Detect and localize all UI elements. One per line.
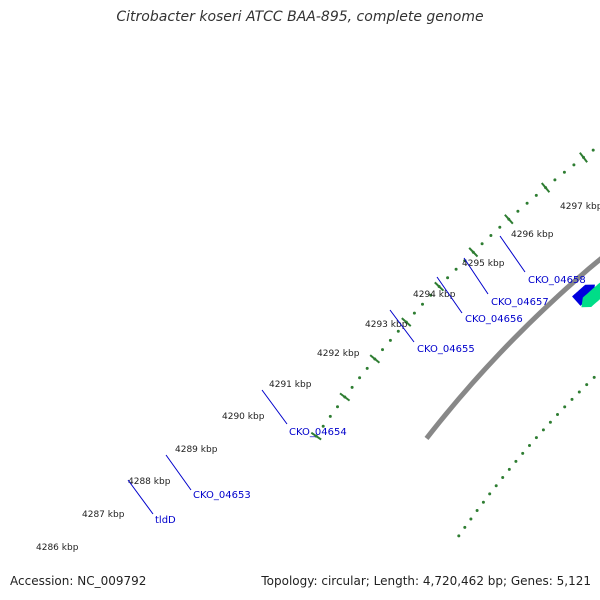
scale-dot [534,436,538,440]
scale-dot [585,383,589,387]
gene-label-leader [127,479,154,515]
scale-dot [336,405,339,409]
gene-label-leader [389,309,415,343]
gene-label-leader [463,257,489,295]
gene-labels: tldD CKO_04653 CKO_04654 CKO_04655 CKO_04656… [127,235,586,526]
gene-label-leader [436,276,463,314]
kbp-tick-label: 4286 kbp [36,543,79,553]
scale-dot [412,311,416,315]
accession-text: Accession: NC_009792 [10,574,147,588]
kbp-tick-label: 4297 kbp [560,202,600,212]
kbp-tick-label: 4293 kbp [365,320,408,330]
kbp-tick-label: 4287 kbp [82,510,125,520]
kbp-tick-label: 4295 kbp [462,259,505,269]
gene-label: CKO_04655 [417,344,475,355]
scale-dots [310,148,596,538]
scale-tick-mark [369,354,381,364]
scale-dot [454,267,458,271]
scale-dot [577,390,581,394]
scale-dot [501,476,505,479]
scale-tick-mark [339,392,351,402]
scale-tick-mark [579,152,588,163]
gene-label: CKO_04657 [491,297,549,308]
kbp-tick-label: 4288 kbp [128,477,171,487]
scale-dot [563,405,567,409]
reverse-cds-arrow [581,282,600,308]
scale-dot [463,525,467,529]
scale-dot [534,193,538,197]
gene-label-leader [499,235,526,273]
scale-tick-mark [310,431,322,441]
scale-dot [321,424,325,428]
kbp-tick-label: 4292 kbp [317,349,360,359]
scale-dot [481,500,485,504]
reverse-strand-genes [581,282,600,308]
gene-label-leader [261,389,288,425]
kbp-tick-label: 4289 kbp [175,445,218,455]
scale-dot [541,428,545,432]
scale-dot [358,376,362,380]
scale-tick-mark [540,182,551,193]
scale-dot [570,397,574,401]
gene-label: tldD [155,515,176,526]
scale-dot [475,509,479,512]
scale-dot [421,302,424,306]
backbone [424,256,600,440]
scale-dot [553,178,557,182]
scale-dot [489,234,493,237]
scale-dot [572,163,576,167]
scale-dot [469,517,473,521]
scale-dot [548,420,552,424]
scale-dot [507,467,511,471]
scale-dot [498,225,502,229]
scale-dot [514,459,518,463]
scale-dot [591,148,595,152]
scale-tick-mark [434,281,445,292]
scale-dot [388,338,392,342]
scale-dot [592,375,596,379]
kbp-tick-label: 4294 kbp [413,290,456,300]
scale-dot [365,366,369,370]
scale-dot [457,534,461,538]
kbp-tick-label: 4296 kbp [511,230,554,240]
scale-tick-mark [401,317,412,327]
scale-dot [328,414,332,418]
gene-label: CKO_04656 [465,314,523,325]
gene-label: CKO_04654 [289,427,347,438]
gene-label: CKO_04658 [528,275,586,286]
genome-summary: Topology: circular; Length: 4,720,462 bp… [261,574,591,588]
scale-dot [480,242,484,246]
scale-dot [396,329,400,333]
backbone-ring [424,256,600,440]
forward-strand-genes [572,284,595,306]
gene-label-leader [165,454,192,491]
scale-dot [381,348,384,352]
scale-dot [516,209,520,213]
kbp-tick-labels: 4286 kbp 4287 kbp 4288 kbp 4289 kbp 4290 kbp… [36,202,600,553]
scale-dot [350,385,354,389]
scale-dot [562,170,566,174]
gene-label: CKO_04653 [193,490,251,501]
scale-dot [556,413,559,416]
scale-dot [521,451,525,455]
kbp-tick-label: 4290 kbp [222,412,265,422]
scale-dot [488,492,492,496]
scale-tick-mark [468,247,479,258]
kbp-tick-label: 4291 kbp [269,380,312,390]
scale-dot [429,293,433,297]
scale-dot [525,201,529,205]
scale-dot [446,276,450,280]
map-title: Citrobacter koseri ATCC BAA-895, complet… [116,9,484,25]
scale-tick-mark [504,214,514,225]
scale-dot [528,444,531,447]
scale-dot [494,484,498,488]
